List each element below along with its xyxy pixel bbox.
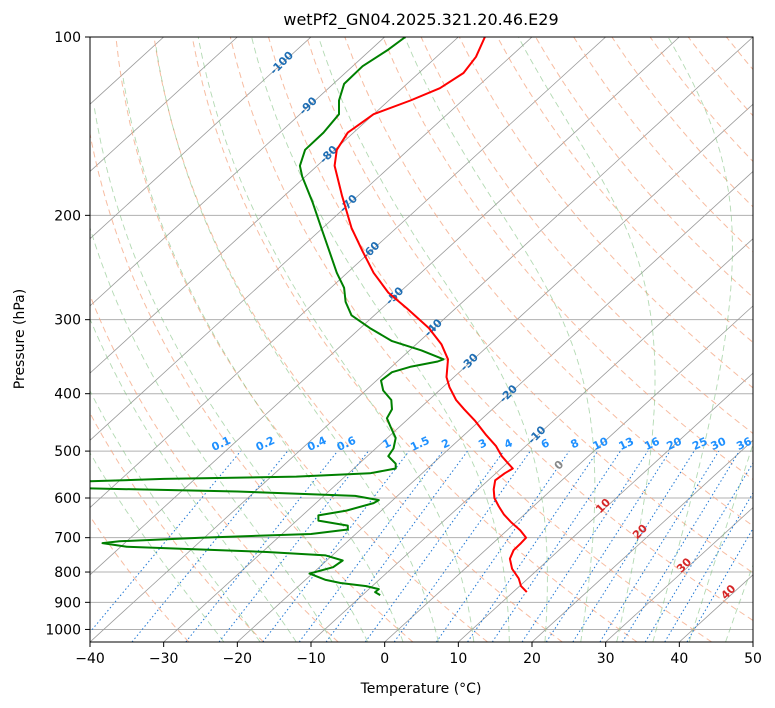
isotherm-line: [90, 37, 312, 240]
chart-title: wetPf2_GN04.2025.321.20.46.E29: [283, 10, 558, 30]
y-tick-label: 400: [54, 387, 81, 403]
plot-frame: [89, 36, 754, 643]
mixing-ratio-line: [262, 450, 410, 642]
isotherm-line: [458, 372, 753, 642]
x-tick-label: 0: [380, 651, 389, 667]
mixing-ratio-label: 25: [690, 435, 709, 453]
y-tick-label: 700: [54, 531, 81, 547]
dry-adiabat-line: [229, 37, 712, 642]
mixing-ratio-line: [664, 491, 753, 642]
moist-adiabat-line: [652, 37, 733, 642]
mixing-ratio-label: 13: [617, 435, 636, 453]
isotherm-line: [310, 238, 753, 642]
isotherm-line: [384, 305, 753, 642]
mixing-ratio-line: [131, 450, 288, 642]
x-tick-label: −30: [149, 651, 179, 667]
isotherm-line: [90, 37, 238, 172]
y-tick-label: 100: [54, 30, 81, 46]
y-tick-label: 200: [54, 208, 81, 224]
moist-adiabat-line: [122, 75, 404, 642]
mixing-ratio-label: 10: [591, 435, 611, 453]
dry-adiabat-line: [535, 37, 753, 298]
x-tick-label: 30: [597, 651, 615, 667]
mixing-ratio-label: 20: [664, 435, 684, 453]
y-tick-label: 1000: [45, 622, 81, 638]
moist-adiabat-line: [90, 389, 261, 642]
mixing-ratio-line: [90, 450, 242, 633]
moist-adiabat-line: [197, 37, 475, 642]
isotherm-line: [90, 37, 533, 441]
mixing-ratio-line: [218, 450, 369, 642]
moist-adiabat-line: [90, 317, 297, 642]
dry-adiabat-line: [90, 412, 264, 642]
dry-adiabat-line: [382, 37, 753, 481]
mixing-ratio-line: [467, 450, 599, 642]
mixing-ratio-line: [572, 450, 695, 642]
x-tick-label: −40: [75, 651, 105, 667]
dry-adiabat-line: [115, 37, 488, 642]
dry-adiabat-line: [268, 37, 753, 622]
moist-adiabat-line: [318, 37, 548, 642]
dry-adiabat-line: [90, 515, 190, 642]
moist-adiabat-line: [725, 563, 753, 642]
moist-adiabat-line: [688, 442, 753, 642]
y-tick-label: 800: [54, 565, 81, 581]
y-axis-label: Pressure (hPa): [12, 289, 28, 389]
y-axis-ticks: 100 200 300 400 500 600 700 800 900 1000: [45, 30, 90, 638]
isotherm-line: [90, 37, 385, 307]
x-tick-label: 50: [744, 651, 762, 667]
isotherm-line: [90, 37, 753, 642]
mixing-ratio-line: [644, 461, 753, 642]
x-tick-label: −10: [296, 651, 326, 667]
mixing-ratio-line: [435, 450, 570, 642]
x-tick-label: 20: [523, 651, 541, 667]
dry-adiabat-line: [496, 37, 753, 344]
moist-adiabat-line: [155, 47, 439, 642]
dry-adiabat-line: [153, 37, 563, 642]
mixing-ratio-line: [185, 450, 338, 642]
isotherm-line: [90, 37, 606, 509]
dry-adiabat-line: [306, 37, 753, 574]
x-axis-label: Temperature (°C): [360, 681, 482, 697]
dry-adiabat-line: [90, 131, 414, 642]
y-tick-label: 600: [54, 491, 81, 507]
mixing-ratio-line: [599, 450, 720, 642]
profiles: [90, 37, 528, 596]
mixing-ratio-line: [364, 450, 505, 642]
y-tick-label: 500: [54, 444, 81, 460]
dry-adiabat-line: [191, 37, 638, 642]
temperature-profile: [333, 37, 528, 593]
y-tick-label: 900: [54, 595, 81, 611]
dry-adiabat-line: [344, 37, 753, 527]
x-tick-label: −20: [223, 651, 253, 667]
moist-adiabat-line: [93, 104, 369, 642]
isotherm-line: [237, 170, 753, 642]
y-tick-label: 300: [54, 313, 81, 329]
isotherm-line: [605, 507, 753, 642]
mixing-ratio-label: 30: [709, 435, 729, 453]
mixing-ratio-line: [621, 450, 740, 642]
x-tick-label: 10: [449, 651, 467, 667]
moist-adiabat-line: [404, 37, 596, 642]
x-tick-label: 40: [670, 651, 688, 667]
mixing-ratio-line: [393, 450, 531, 642]
mixing-ratio-line: [686, 527, 753, 642]
isotherm-line: [90, 37, 459, 374]
moist-adiabat-line: [90, 226, 333, 642]
moist-adiabat-line: [90, 451, 225, 642]
dewpoint-profile: [90, 37, 445, 596]
moist-adiabat-line: [251, 37, 510, 642]
x-axis-ticks: −40 −30 −20 −10 0 10 20 30 40 50: [75, 642, 762, 667]
mixing-ratio-label: 36: [734, 435, 754, 453]
isotherm-line: [531, 439, 753, 642]
mixing-ratio-label: 16: [642, 435, 662, 453]
